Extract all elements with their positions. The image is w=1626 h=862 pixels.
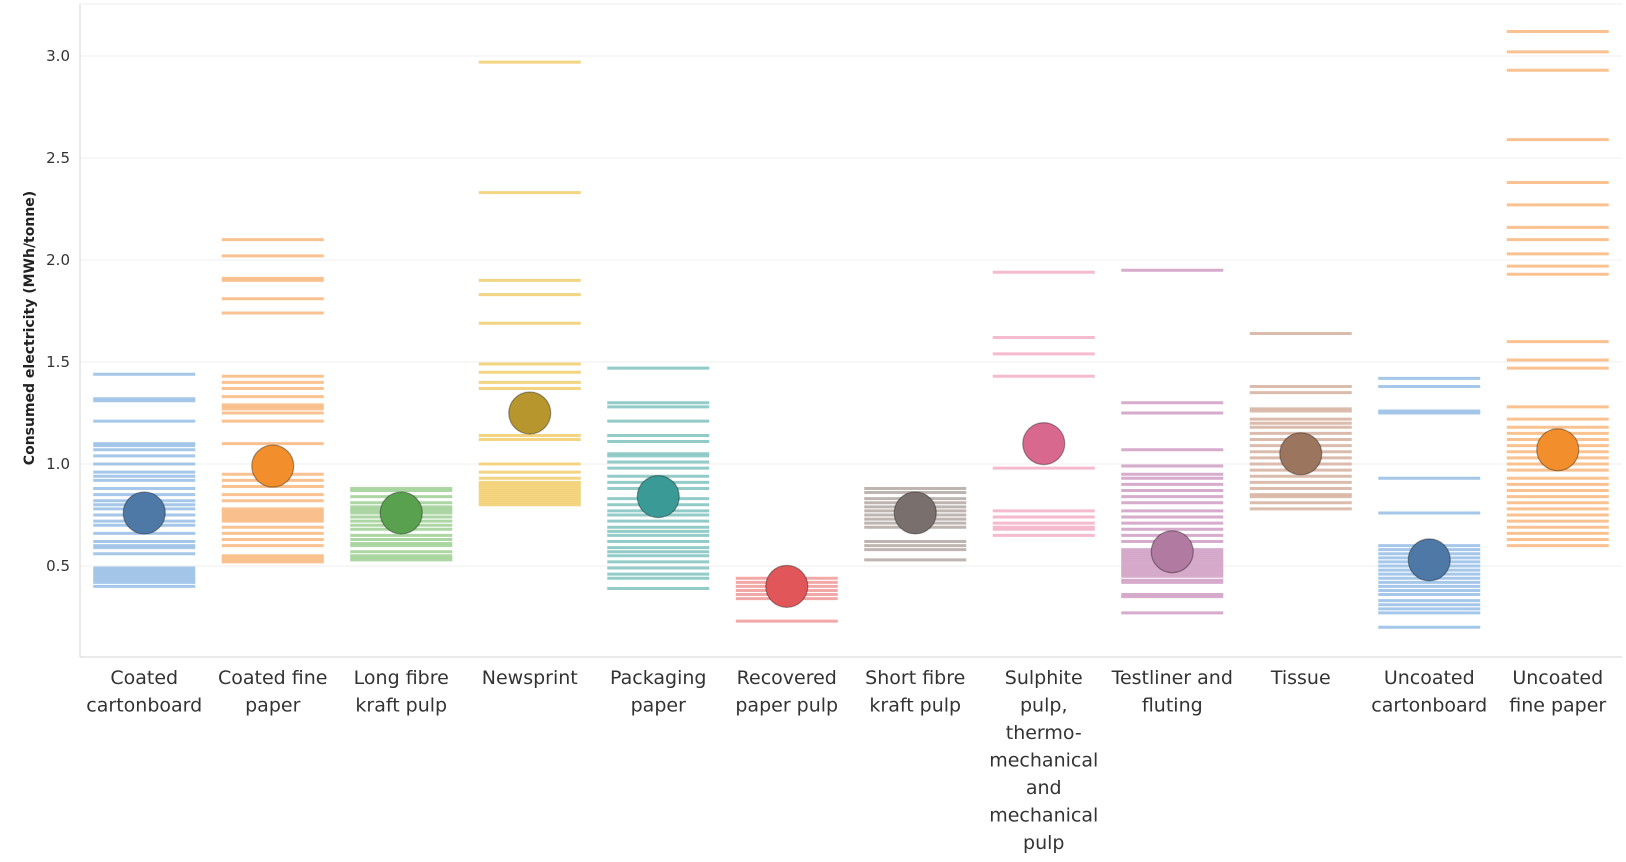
category-label-9: Tissue	[1270, 667, 1331, 689]
average-marker-9	[1279, 432, 1323, 476]
average-marker-0	[122, 491, 166, 535]
category-label-7: pulp	[1023, 832, 1064, 854]
average-marker-5	[765, 564, 809, 609]
y-tick-label: 0.5	[46, 557, 70, 575]
category-label-7: and	[1026, 777, 1062, 799]
average-marker-6	[893, 491, 937, 535]
gridlines	[80, 55, 1622, 567]
y-tick-label: 1.0	[46, 455, 70, 473]
average-marker-3	[508, 391, 552, 435]
y-tick-label: 3.0	[46, 47, 70, 65]
y-tick-label: 2.0	[46, 251, 70, 269]
average-marker-10	[1407, 538, 1451, 582]
category-label-6: kraft pulp	[869, 695, 961, 717]
category-label-2: kraft pulp	[355, 695, 447, 717]
category-label-7: thermo-	[1006, 722, 1082, 744]
category-label-5: Recovered	[737, 667, 837, 689]
category-label-11: Uncoated	[1512, 667, 1603, 689]
category-label-7: Sulphite	[1005, 667, 1083, 689]
category-label-11: fine paper	[1509, 695, 1606, 717]
category-label-3: Newsprint	[482, 667, 578, 689]
y-axis-ticks: 0.5 1.0 1.5 2.0 2.5 3.0	[46, 47, 70, 575]
average-marker-11	[1536, 428, 1580, 472]
category-label-5: paper pulp	[735, 695, 838, 717]
x-axis-category-labels: Coated cartonboard Coated fine paper Long fi…	[86, 667, 1606, 854]
category-label-2: Long fibre	[354, 667, 449, 689]
average-markers	[122, 391, 1580, 609]
category-label-8: Testliner and	[1111, 667, 1233, 689]
category-label-6: Short fibre	[865, 667, 965, 689]
average-marker-4	[636, 475, 680, 519]
category-label-8: fluting	[1142, 695, 1203, 717]
category-label-7: mechanical	[989, 750, 1098, 772]
y-axis-title: Consumed electricity (MWh/tonne)	[22, 191, 38, 465]
category-label-7: pulp,	[1020, 695, 1067, 717]
category-label-1: paper	[245, 695, 300, 717]
average-marker-1	[251, 444, 295, 488]
average-marker-8	[1150, 530, 1194, 574]
category-label-1: Coated fine	[218, 667, 327, 689]
average-marker-7	[1022, 422, 1066, 466]
y-tick-label: 2.5	[46, 149, 70, 167]
category-label-0: cartonboard	[86, 695, 202, 717]
category-label-4: paper	[631, 695, 686, 717]
category-label-4: Packaging	[610, 667, 706, 689]
category-label-0: Coated	[110, 667, 178, 689]
axes	[79, 3, 1622, 658]
y-tick-label: 1.5	[46, 353, 70, 371]
average-marker-2	[379, 491, 423, 535]
data-marks	[93, 30, 1609, 629]
category-label-7: mechanical	[989, 805, 1098, 827]
category-label-10: cartonboard	[1371, 695, 1487, 717]
category-label-10: Uncoated	[1384, 667, 1475, 689]
